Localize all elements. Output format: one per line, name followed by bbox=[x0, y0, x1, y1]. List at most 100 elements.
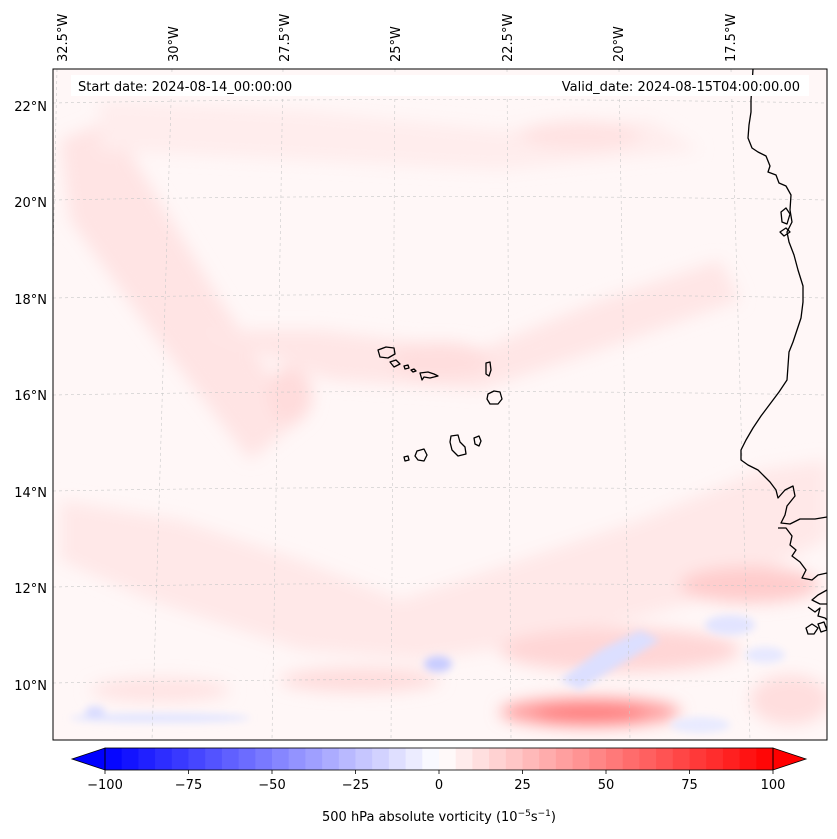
positive-band-south bbox=[60, 460, 827, 660]
colorbar-segment bbox=[238, 748, 256, 770]
colorbar-segment bbox=[288, 748, 306, 770]
meridian-20w bbox=[618, 69, 631, 740]
cape-verde-santo-antao bbox=[377, 346, 396, 359]
colorbar-segment bbox=[555, 748, 574, 770]
parallel-18n bbox=[53, 294, 827, 299]
colorbar-tick-label: 25 bbox=[514, 778, 531, 793]
coastlines bbox=[377, 69, 827, 635]
colorbar-segment bbox=[121, 748, 139, 770]
positive-blob-east bbox=[750, 675, 827, 725]
colorbar-segment bbox=[322, 748, 340, 770]
colorbar-label: 500 hPa absolute vorticity (10−5s−1) bbox=[322, 809, 556, 825]
colorbar-segment bbox=[138, 748, 156, 770]
positive-blob-southwest bbox=[90, 678, 230, 702]
colorbar-label-exp1: −5 bbox=[518, 809, 531, 819]
cape-verde-santa-luzia bbox=[403, 364, 410, 370]
colorbar-segment bbox=[255, 748, 273, 770]
colorbar-tick-label: −50 bbox=[258, 778, 285, 793]
guinea-coast bbox=[811, 589, 827, 605]
graticule bbox=[53, 69, 827, 740]
colorbar-segment bbox=[489, 748, 507, 770]
lat-label-18n: 18°N bbox=[14, 293, 47, 308]
positive-blob-south-center bbox=[280, 668, 440, 692]
parallel-22n bbox=[53, 99, 827, 104]
colorbar-segment bbox=[589, 748, 607, 770]
lon-label-20w: 20°W bbox=[612, 26, 627, 62]
colorbar: −100 −75 −50 −25 0 25 50 75 100 500 hPa absolute… bbox=[70, 747, 808, 825]
negative-streak-southeast bbox=[560, 630, 660, 690]
colorbar-segment bbox=[439, 748, 457, 770]
positive-blob-center bbox=[390, 342, 490, 378]
latitude-labels: 22°N 20°N 18°N 16°N 14°N 12°N 10°N bbox=[14, 100, 47, 694]
positive-band-north bbox=[100, 100, 700, 170]
meridian-30w bbox=[151, 69, 173, 740]
lon-label-27-5w: 27.5°W bbox=[278, 14, 293, 62]
map-panel bbox=[53, 69, 827, 740]
colorbar-segment bbox=[355, 748, 373, 770]
lat-label-16n: 16°N bbox=[14, 389, 47, 404]
colorbar-segment bbox=[205, 748, 223, 770]
parallel-10n bbox=[53, 679, 827, 684]
positive-blob-east-12n bbox=[680, 567, 820, 603]
west-africa-coastline bbox=[740, 69, 827, 525]
meridian-17-5w bbox=[730, 69, 751, 740]
meridian-27-5w bbox=[271, 69, 284, 740]
negative-vorticity-field bbox=[70, 615, 785, 733]
colorbar-ticks: −100 −75 −50 −25 0 25 50 75 100 bbox=[87, 770, 785, 793]
colorbar-segment bbox=[422, 748, 440, 770]
colorbar-segment bbox=[739, 748, 757, 770]
colorbar-tick-label: 100 bbox=[761, 778, 786, 793]
colorbar-segment bbox=[722, 748, 741, 770]
colorbar-segment bbox=[372, 748, 390, 770]
colorbar-tick-label: −75 bbox=[175, 778, 202, 793]
colorbar-segment bbox=[472, 748, 490, 770]
strong-positive-core-9n bbox=[535, 706, 645, 722]
lat-label-14n: 14°N bbox=[14, 486, 47, 501]
parallel-16n bbox=[53, 391, 827, 396]
negative-blob-6 bbox=[745, 647, 785, 663]
colorbar-segment bbox=[155, 748, 173, 770]
colorbar-label-exp2: −1 bbox=[538, 809, 551, 819]
valid-date-label: Valid_date: 2024-08-15T04:00:00.00 bbox=[562, 80, 800, 95]
parallel-12n bbox=[53, 583, 827, 588]
lat-label-20n: 20°N bbox=[14, 196, 47, 211]
parallel-14n bbox=[53, 487, 827, 492]
map-frame bbox=[52, 68, 828, 741]
negative-blob-3 bbox=[70, 713, 250, 723]
lat-label-10n: 10°N bbox=[14, 679, 47, 694]
cape-verde-santiago bbox=[449, 434, 467, 457]
colorbar-segment bbox=[221, 748, 240, 770]
cape-verde-sal bbox=[485, 361, 492, 377]
colorbar-tick-label: −100 bbox=[87, 778, 123, 793]
colorbar-segment bbox=[388, 748, 407, 770]
cape-verde-sao-nicolau bbox=[410, 368, 417, 373]
positive-blob-west bbox=[268, 367, 312, 423]
header-box bbox=[71, 75, 809, 96]
colorbar-segment bbox=[656, 748, 674, 770]
colorbar-segment bbox=[338, 748, 357, 770]
colorbar-label-prefix: 500 hPa absolute vorticity (10 bbox=[322, 810, 518, 825]
positive-band-northwest bbox=[60, 120, 300, 460]
colorbar-segment bbox=[539, 748, 557, 770]
cape-verde-brava bbox=[403, 455, 410, 462]
colorbar-segment bbox=[272, 748, 290, 770]
longitude-labels: 32.5°W 30°W 27.5°W 25°W 22.5°W 20°W 17.5… bbox=[56, 14, 739, 62]
colorbar-segment bbox=[622, 748, 640, 770]
meridian-25w bbox=[390, 69, 396, 740]
negative-blob-2 bbox=[705, 615, 755, 635]
colorbar-label-suffix: ) bbox=[551, 810, 556, 825]
colorbar-segment bbox=[606, 748, 624, 770]
colorbar-segment bbox=[405, 748, 423, 770]
cape-verde-fogo bbox=[414, 448, 428, 462]
colorbar-segment bbox=[572, 748, 590, 770]
colorbar-tick-label: −25 bbox=[342, 778, 369, 793]
colorbar-max-extend-arrow bbox=[772, 747, 808, 771]
cape-verde-sao-vicente bbox=[389, 359, 401, 368]
lon-label-17-5w: 17.5°W bbox=[724, 14, 739, 62]
colorbar-segment bbox=[522, 748, 540, 770]
colorbar-min-extend-arrow bbox=[70, 747, 106, 771]
meridian-32-5w bbox=[53, 69, 58, 261]
dakhla-small-island bbox=[779, 227, 791, 237]
island-group-south-2 bbox=[817, 621, 827, 633]
